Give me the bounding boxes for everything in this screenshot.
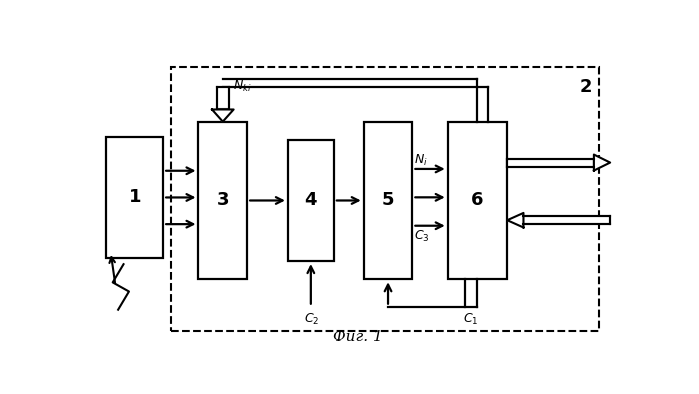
Text: 5: 5 (382, 191, 394, 210)
Bar (524, 216, 610, 224)
Bar (447, 122, 507, 279)
Text: $C_1$: $C_1$ (463, 312, 478, 327)
Text: 6: 6 (471, 191, 484, 210)
Bar (217, 87, 229, 110)
Polygon shape (507, 213, 524, 227)
Text: $C_2$: $C_2$ (304, 312, 319, 327)
Bar (288, 140, 334, 261)
Text: $C_3$: $C_3$ (414, 229, 430, 244)
Bar (106, 137, 163, 258)
Bar (507, 158, 594, 167)
Bar (363, 122, 412, 279)
Bar (199, 122, 247, 279)
Text: 2: 2 (579, 78, 592, 96)
Polygon shape (212, 110, 233, 122)
Text: $N_{ki}$: $N_{ki}$ (233, 79, 252, 94)
Text: Фиг. 1: Фиг. 1 (333, 330, 383, 344)
Text: 4: 4 (305, 191, 317, 210)
Bar (171, 67, 599, 331)
Text: 1: 1 (129, 188, 141, 206)
Polygon shape (594, 154, 610, 171)
Text: $N_i$: $N_i$ (414, 152, 428, 167)
Text: 3: 3 (217, 191, 229, 210)
